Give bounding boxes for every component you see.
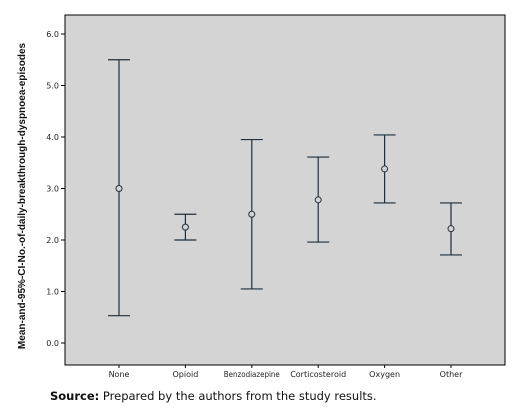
error-bar-chart: 0.0 1.0 2.0 3.0 4.0 5.0 6.0 None Opioid Benzodia… <box>17 14 506 379</box>
source-label: Source: <box>50 389 100 403</box>
plot-area <box>64 14 506 366</box>
mean-marker <box>381 165 389 173</box>
mean-marker <box>248 210 256 218</box>
y-tick-label: 4.0 <box>46 133 59 142</box>
x-tick-label: Benzodiazepine <box>224 370 280 379</box>
mean-marker <box>115 185 123 192</box>
y-tick-label: 3.0 <box>46 185 59 194</box>
source-caption: Source: Prepared by the authors from the… <box>50 389 377 403</box>
error-bar <box>174 213 197 241</box>
error-bar <box>240 138 263 290</box>
x-tick-label: None <box>109 370 130 379</box>
x-tick-label: Oxygen <box>369 370 400 379</box>
mean-marker <box>181 223 189 231</box>
y-axis-title: Mean-and-95%-CI-No.-of-daily-breakthroug… <box>17 42 28 349</box>
x-tick-label: Other <box>440 370 463 379</box>
source-text: Prepared by the authors from the study r… <box>99 389 377 403</box>
y-tick-label: 6.0 <box>46 30 59 39</box>
x-tick-label: Opioid <box>173 370 199 379</box>
y-tick-label: 5.0 <box>46 82 59 91</box>
y-tick-label: 1.0 <box>46 288 59 297</box>
error-bar <box>108 59 130 317</box>
x-axis: None Opioid Benzodiazepine Corticosteroid Ox… <box>109 365 463 379</box>
error-bar <box>373 134 396 204</box>
mean-marker <box>447 225 455 233</box>
error-bar <box>307 156 330 243</box>
error-bar <box>440 202 462 256</box>
y-tick-label: 0.0 <box>46 339 59 348</box>
x-tick-label: Corticosteroid <box>290 370 346 379</box>
error-bars <box>108 59 462 317</box>
y-tick-label: 2.0 <box>46 236 59 245</box>
mean-marker <box>314 196 322 204</box>
y-axis: 0.0 1.0 2.0 3.0 4.0 5.0 6.0 <box>46 30 65 348</box>
